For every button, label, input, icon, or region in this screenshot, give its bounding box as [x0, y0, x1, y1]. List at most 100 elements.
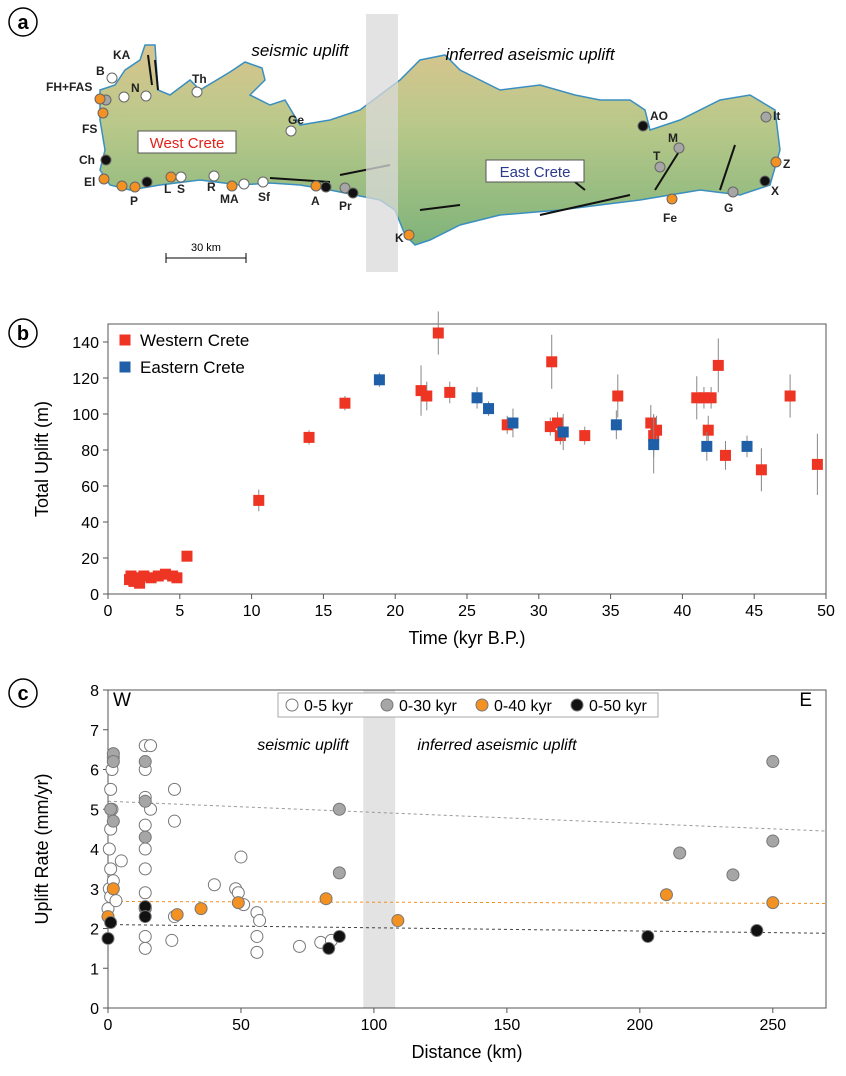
data-point — [756, 465, 766, 475]
site-label: AO — [650, 109, 668, 123]
data-point — [785, 391, 795, 401]
data-point — [767, 897, 779, 909]
data-point — [484, 404, 494, 414]
site-label: Pr — [339, 199, 352, 213]
y-tick-label: 60 — [81, 479, 99, 496]
x-tick-label: 20 — [386, 603, 404, 620]
x-tick-label: 35 — [602, 603, 620, 620]
site-label: L — [164, 182, 171, 196]
annotation: inferred aseismic uplift — [417, 737, 577, 754]
site-label: Sf — [258, 190, 271, 204]
shaded-band — [363, 690, 395, 1008]
x-tick-label: 15 — [315, 603, 333, 620]
map-annotation: inferred aseismic uplift — [445, 45, 615, 64]
data-point — [139, 831, 151, 843]
data-point — [254, 495, 264, 505]
data-point — [115, 855, 127, 867]
data-point — [508, 418, 518, 428]
site-label: El — [84, 175, 95, 189]
x-tick-label: 10 — [243, 603, 261, 620]
x-tick-label: 50 — [232, 1017, 250, 1034]
data-point — [320, 893, 332, 905]
data-point — [580, 431, 590, 441]
data-point — [251, 946, 263, 958]
data-point — [139, 911, 151, 923]
x-tick-label: 45 — [745, 603, 763, 620]
x-tick-label: 40 — [674, 603, 692, 620]
scale-label: 30 km — [191, 242, 221, 254]
data-point — [649, 440, 659, 450]
x-tick-label: 250 — [759, 1017, 786, 1034]
site-label: B — [96, 64, 105, 78]
data-point — [139, 819, 151, 831]
data-point — [107, 883, 119, 895]
data-point — [254, 915, 266, 927]
site-label: X — [771, 184, 779, 198]
site-label: K — [395, 231, 404, 245]
x-axis-label: Distance (km) — [411, 1042, 522, 1062]
y-tick-label: 5 — [90, 802, 99, 819]
x-tick-label: 50 — [817, 603, 835, 620]
data-point — [293, 940, 305, 952]
data-point — [547, 357, 557, 367]
site-label: FH+FAS — [46, 80, 92, 94]
data-point — [611, 420, 621, 430]
data-point — [139, 942, 151, 954]
data-point — [139, 795, 151, 807]
data-point — [333, 930, 345, 942]
data-point — [304, 432, 314, 442]
panel-label: c — [17, 683, 28, 705]
data-point — [340, 398, 350, 408]
legend-marker — [476, 699, 488, 711]
data-point — [720, 450, 730, 460]
data-point — [235, 851, 247, 863]
site-label: MA — [220, 192, 239, 206]
site-label: Ge — [288, 113, 304, 127]
data-point — [323, 942, 335, 954]
y-tick-label: 140 — [72, 335, 99, 352]
data-point — [171, 909, 183, 921]
legend-label: 0-30 kyr — [399, 698, 457, 715]
annotation: E — [799, 690, 812, 711]
legend-label: Eastern Crete — [140, 358, 245, 377]
site-label: T — [653, 149, 661, 163]
region-label: West Crete — [150, 135, 225, 152]
x-axis-label: Time (kyr B.P.) — [408, 628, 525, 648]
annotation: W — [113, 690, 131, 711]
data-point — [433, 328, 443, 338]
data-point — [445, 387, 455, 397]
y-axis-label: Uplift Rate (mm/yr) — [32, 773, 52, 924]
data-point — [102, 932, 114, 944]
site-label: N — [131, 81, 140, 95]
trend-line — [108, 925, 826, 934]
site-label: Fe — [663, 211, 677, 225]
site-label: A — [311, 194, 320, 208]
site-label: KA — [113, 48, 131, 62]
data-point — [727, 869, 739, 881]
data-point — [105, 917, 117, 929]
legend-marker — [286, 699, 298, 711]
legend-marker — [381, 699, 393, 711]
data-point — [195, 903, 207, 915]
y-tick-label: 0 — [90, 587, 99, 604]
data-point — [374, 375, 384, 385]
data-point — [182, 551, 192, 561]
data-point — [472, 393, 482, 403]
legend-label: 0-5 kyr — [304, 698, 354, 715]
data-point — [139, 843, 151, 855]
data-point — [767, 835, 779, 847]
data-point — [208, 879, 220, 891]
data-point — [751, 924, 763, 936]
data-point — [642, 930, 654, 942]
legend-marker — [120, 335, 130, 345]
y-tick-label: 0 — [90, 1001, 99, 1018]
data-point — [105, 803, 117, 815]
y-tick-label: 3 — [90, 882, 99, 899]
data-point — [107, 756, 119, 768]
site-label: S — [177, 182, 185, 196]
data-point — [706, 393, 716, 403]
data-point — [107, 815, 119, 827]
data-point — [232, 897, 244, 909]
site-label: P — [130, 194, 138, 208]
legend-marker — [571, 699, 583, 711]
